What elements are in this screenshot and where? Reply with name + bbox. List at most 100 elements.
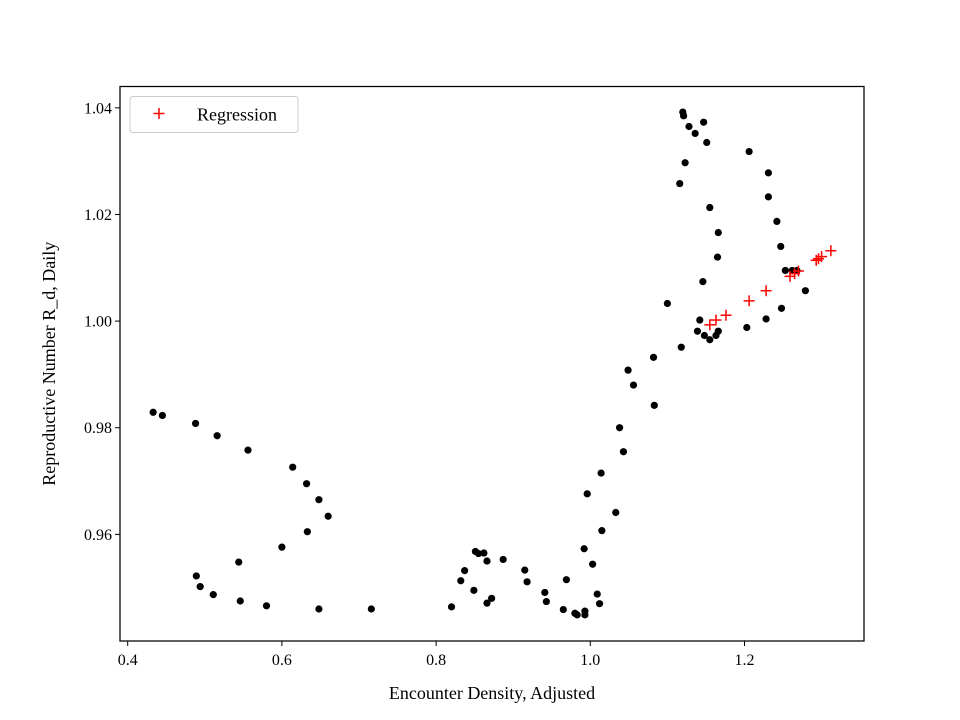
data-point-70 [706, 336, 714, 344]
data-point-25 [480, 549, 488, 557]
data-point-16 [236, 597, 244, 605]
regression-point-8 [792, 265, 804, 277]
x-tick-label: 1.0 [580, 652, 600, 669]
data-point-1 [149, 408, 157, 416]
regression-point-3 [720, 309, 732, 321]
regression-point-5 [760, 285, 772, 297]
regression-point-4 [743, 295, 755, 307]
data-point-86 [801, 287, 810, 295]
data-point-62 [691, 129, 699, 138]
data-point-51 [624, 366, 632, 374]
data-point-19 [367, 605, 375, 613]
x-axis-label: Encounter Density, Adjusted [389, 683, 595, 703]
data-points-layer [149, 108, 837, 619]
data-point-43 [589, 560, 597, 568]
data-point-78 [764, 169, 772, 177]
data-point-2 [158, 411, 167, 420]
data-point-14 [196, 583, 204, 591]
x-axis-ticks: 0.4 0.6 0.8 1.0 1.2 [118, 641, 754, 669]
regression-point-6 [784, 270, 796, 282]
data-point-41 [580, 545, 588, 553]
data-point-6 [289, 463, 297, 471]
y-tick-label: 1.04 [84, 100, 112, 117]
data-point-7 [302, 480, 311, 488]
y-tick-label: 1.00 [84, 314, 112, 331]
x-tick-label: 0.6 [272, 652, 292, 669]
y-tick-label: 0.96 [84, 527, 112, 544]
data-point-54 [650, 401, 658, 409]
data-point-50 [619, 448, 628, 456]
data-point-5 [244, 446, 252, 454]
data-point-59 [679, 112, 688, 120]
data-point-20 [447, 603, 456, 611]
data-point-30 [499, 555, 507, 564]
data-point-17 [262, 602, 271, 610]
data-point-31 [521, 566, 529, 574]
legend-plus-icon [153, 108, 165, 119]
regression-point-10 [813, 253, 825, 265]
data-point-65 [699, 278, 707, 286]
data-point-32 [523, 578, 531, 586]
data-point-21 [457, 577, 465, 585]
data-point-15 [209, 591, 217, 599]
y-axis-ticks: 0.96 0.98 1.00 1.02 1.04 [84, 100, 120, 544]
data-point-61 [685, 122, 693, 131]
data-point-83 [781, 266, 789, 275]
data-point-55 [663, 299, 671, 308]
data-point-60 [681, 159, 689, 167]
legend: Regression [129, 96, 299, 133]
x-tick-label: 0.4 [118, 652, 138, 669]
data-point-46 [597, 469, 605, 477]
data-point-66 [700, 118, 708, 126]
data-point-13 [192, 572, 200, 580]
plot-frame [119, 85, 865, 642]
data-point-42 [583, 490, 591, 498]
data-point-79 [764, 193, 772, 201]
data-point-29 [488, 594, 496, 602]
data-point-73 [714, 327, 722, 335]
data-point-24 [474, 549, 483, 558]
data-point-26 [483, 557, 491, 565]
data-point-67 [700, 331, 709, 340]
regression-point-2 [710, 314, 722, 326]
legend-box [129, 96, 299, 133]
data-point-8 [315, 496, 323, 504]
data-point-77 [762, 315, 770, 323]
data-point-9 [324, 512, 332, 520]
data-point-76 [745, 147, 753, 156]
data-point-80 [773, 217, 781, 225]
legend-marker-regression [153, 108, 165, 119]
data-point-4 [213, 432, 221, 440]
data-point-11 [278, 543, 286, 551]
data-point-34 [542, 597, 550, 606]
data-point-48 [612, 508, 620, 517]
data-point-22 [461, 567, 469, 575]
data-point-56 [676, 179, 684, 188]
data-point-35 [559, 605, 567, 614]
data-point-45 [595, 600, 604, 608]
regression-point-11 [816, 251, 828, 263]
data-point-44 [593, 590, 601, 598]
data-point-53 [649, 353, 658, 361]
data-point-64 [696, 316, 704, 324]
data-point-49 [615, 424, 624, 432]
y-axis-label: Reproductive Number R_d, Daily [39, 242, 59, 486]
data-point-69 [706, 203, 714, 212]
data-point-47 [598, 527, 606, 535]
data-point-18 [315, 605, 323, 613]
data-point-63 [693, 327, 702, 335]
y-tick-label: 1.02 [84, 207, 112, 224]
legend-label-regression: Regression [197, 105, 277, 125]
data-point-33 [541, 588, 549, 597]
x-tick-label: 0.8 [426, 652, 446, 669]
data-point-52 [629, 381, 638, 389]
data-point-81 [777, 242, 785, 251]
data-point-27 [470, 586, 478, 594]
data-point-75 [743, 323, 751, 332]
data-point-40 [581, 607, 589, 615]
data-point-36 [562, 576, 571, 584]
data-point-74 [714, 228, 722, 237]
y-tick-label: 0.98 [84, 420, 112, 437]
data-point-72 [713, 253, 722, 261]
